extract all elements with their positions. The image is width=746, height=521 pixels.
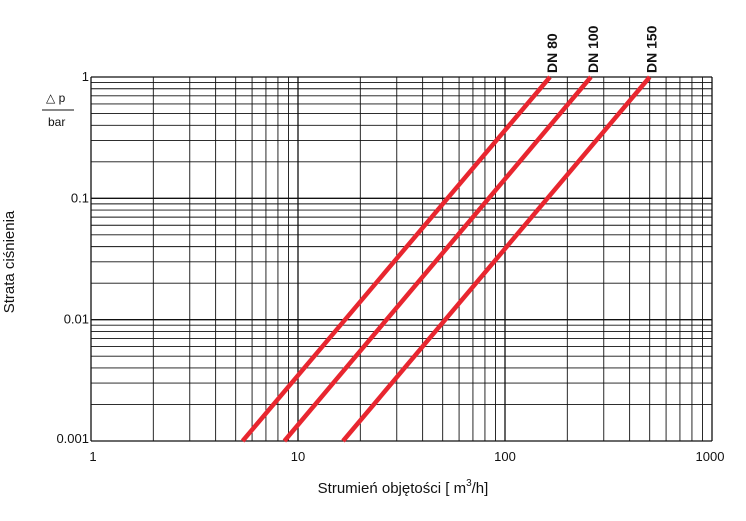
series-label: DN 100 bbox=[585, 25, 601, 73]
series-label: DN 150 bbox=[644, 25, 660, 73]
x-axis-label-end: /h] bbox=[472, 480, 489, 497]
x-tick-label: 1 bbox=[89, 449, 96, 464]
chart-tick-labels: 1 10 100 1000 0.001 0.01 0.1 1 bbox=[56, 69, 724, 464]
y-tick-label: 0.01 bbox=[64, 312, 89, 327]
y-tick-label: 0.1 bbox=[71, 190, 89, 205]
series-line bbox=[341, 75, 652, 443]
y-unit-symbol: △ p bbox=[46, 91, 66, 105]
x-axis-label-superscript: 3 bbox=[466, 478, 472, 489]
chart-series-labels: DN 80 DN 100 DN 150 bbox=[544, 25, 660, 73]
x-tick-label: 10 bbox=[291, 449, 305, 464]
y-tick-label: 1 bbox=[82, 69, 89, 84]
series-label: DN 80 bbox=[544, 33, 560, 73]
x-axis-label-main: Strumień objętości [ m bbox=[318, 480, 466, 497]
x-tick-label: 100 bbox=[494, 449, 516, 464]
x-axis-label: Strumień objętości [ m3/h] bbox=[318, 478, 489, 497]
series-line bbox=[282, 75, 593, 443]
series-line bbox=[240, 75, 552, 443]
y-axis-label: Strata ciśnienia bbox=[1, 210, 18, 313]
chart-series bbox=[240, 75, 652, 443]
chart-grid bbox=[90, 76, 713, 442]
y-unit-denominator: bar bbox=[48, 115, 65, 129]
y-tick-label: 0.001 bbox=[56, 431, 89, 446]
x-tick-label: 1000 bbox=[696, 449, 725, 464]
